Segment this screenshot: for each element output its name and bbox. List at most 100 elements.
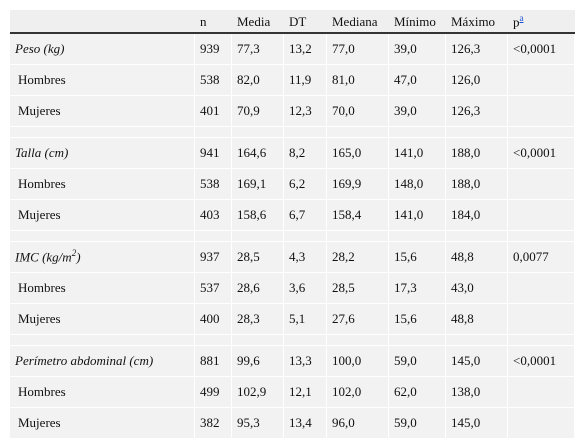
table-row: Talla (cm) 941 164,6 8,2 165,0 141,0 188,0 <0,0… bbox=[10, 138, 575, 169]
cell-media: 28,5 bbox=[232, 242, 284, 273]
cell-maximo: 138,0 bbox=[446, 377, 508, 408]
spacer-cell bbox=[284, 231, 327, 242]
cell-minimo: 148,0 bbox=[389, 169, 446, 200]
cell-mediana: 169,9 bbox=[327, 169, 389, 200]
cell-dt: 11,9 bbox=[284, 65, 327, 96]
cell-dt: 13,3 bbox=[284, 346, 327, 377]
cell-media: 95,3 bbox=[232, 408, 284, 439]
cell-n: 941 bbox=[195, 138, 232, 169]
subgroup-label: Hombres bbox=[10, 273, 195, 304]
cell-mediana: 165,0 bbox=[327, 138, 389, 169]
cell-minimo: 39,0 bbox=[389, 34, 446, 65]
cell-minimo: 15,6 bbox=[389, 242, 446, 273]
spacer-cell bbox=[10, 335, 195, 346]
cell-mediana: 70,0 bbox=[327, 96, 389, 127]
spacer-cell bbox=[10, 231, 195, 242]
spacer-cell bbox=[446, 231, 508, 242]
cell-n: 939 bbox=[195, 34, 232, 65]
cell-p bbox=[508, 169, 575, 200]
cell-media: 164,6 bbox=[232, 138, 284, 169]
spacer-cell bbox=[508, 231, 575, 242]
cell-dt: 12,3 bbox=[284, 96, 327, 127]
cell-n: 401 bbox=[195, 96, 232, 127]
spacer-cell bbox=[389, 335, 446, 346]
cell-minimo: 39,0 bbox=[389, 96, 446, 127]
cell-maximo: 48,8 bbox=[446, 304, 508, 335]
cell-minimo: 62,0 bbox=[389, 377, 446, 408]
cell-minimo: 141,0 bbox=[389, 200, 446, 231]
spacer-cell bbox=[446, 127, 508, 138]
spacer-row bbox=[10, 127, 575, 138]
spacer-cell bbox=[327, 335, 389, 346]
cell-media: 28,6 bbox=[232, 273, 284, 304]
spacer-cell bbox=[389, 231, 446, 242]
header-variable bbox=[10, 10, 195, 34]
spacer-cell bbox=[232, 127, 284, 138]
table-row: IMC (kg/m2) 937 28,5 4,3 28,2 15,6 48,8 0,0077 bbox=[10, 242, 575, 273]
subgroup-label: Hombres bbox=[10, 65, 195, 96]
cell-media: 70,9 bbox=[232, 96, 284, 127]
spacer-cell bbox=[284, 335, 327, 346]
cell-mediana: 96,0 bbox=[327, 408, 389, 439]
spacer-cell bbox=[508, 335, 575, 346]
cell-n: 382 bbox=[195, 408, 232, 439]
table-row: Mujeres 403 158,6 6,7 158,4 141,0 184,0 bbox=[10, 200, 575, 231]
header-minimo: Mínimo bbox=[389, 10, 446, 34]
cell-dt: 6,7 bbox=[284, 200, 327, 231]
cell-p bbox=[508, 408, 575, 439]
cell-n: 881 bbox=[195, 346, 232, 377]
spacer-cell bbox=[232, 335, 284, 346]
cell-mediana: 81,0 bbox=[327, 65, 389, 96]
variable-name: IMC (kg/m2) bbox=[10, 242, 195, 273]
cell-maximo: 126,3 bbox=[446, 34, 508, 65]
cell-minimo: 47,0 bbox=[389, 65, 446, 96]
cell-minimo: 59,0 bbox=[389, 408, 446, 439]
cell-media: 158,6 bbox=[232, 200, 284, 231]
cell-p: <0,0001 bbox=[508, 138, 575, 169]
cell-p bbox=[508, 273, 575, 304]
cell-n: 400 bbox=[195, 304, 232, 335]
footnote-link[interactable]: a bbox=[519, 12, 524, 23]
cell-dt: 8,2 bbox=[284, 138, 327, 169]
cell-media: 99,6 bbox=[232, 346, 284, 377]
cell-n: 937 bbox=[195, 242, 232, 273]
cell-p bbox=[508, 200, 575, 231]
header-p-label: p bbox=[513, 14, 520, 29]
variable-name-text: IMC (kg/m bbox=[15, 249, 72, 265]
spacer-cell bbox=[284, 127, 327, 138]
cell-mediana: 28,2 bbox=[327, 242, 389, 273]
spacer-cell bbox=[10, 127, 195, 138]
spacer-cell bbox=[232, 231, 284, 242]
cell-dt: 3,6 bbox=[284, 273, 327, 304]
cell-media: 28,3 bbox=[232, 304, 284, 335]
cell-mediana: 28,5 bbox=[327, 273, 389, 304]
cell-dt: 4,3 bbox=[284, 242, 327, 273]
cell-n: 403 bbox=[195, 200, 232, 231]
cell-maximo: 188,0 bbox=[446, 169, 508, 200]
spacer-row bbox=[10, 231, 575, 242]
cell-media: 102,9 bbox=[232, 377, 284, 408]
cell-maximo: 188,0 bbox=[446, 138, 508, 169]
subgroup-label: Mujeres bbox=[10, 408, 195, 439]
cell-minimo: 59,0 bbox=[389, 346, 446, 377]
spacer-cell bbox=[327, 231, 389, 242]
table-row: Hombres 538 169,1 6,2 169,9 148,0 188,0 bbox=[10, 169, 575, 200]
header-maximo: Máximo bbox=[446, 10, 508, 34]
cell-mediana: 158,4 bbox=[327, 200, 389, 231]
variable-name-text: Peso (kg) bbox=[15, 41, 65, 56]
cell-media: 169,1 bbox=[232, 169, 284, 200]
table-row: Mujeres 400 28,3 5,1 27,6 15,6 48,8 bbox=[10, 304, 575, 335]
table-row: Hombres 538 82,0 11,9 81,0 47,0 126,0 bbox=[10, 65, 575, 96]
header-row: n Media DT Mediana Mínimo Máximo pa bbox=[10, 10, 575, 34]
cell-p: <0,0001 bbox=[508, 346, 575, 377]
cell-minimo: 17,3 bbox=[389, 273, 446, 304]
table-row: Perímetro abdominal (cm) 881 99,6 13,3 100,0… bbox=[10, 346, 575, 377]
subgroup-label: Hombres bbox=[10, 377, 195, 408]
table-row: Hombres 537 28,6 3,6 28,5 17,3 43,0 bbox=[10, 273, 575, 304]
cell-dt: 13,2 bbox=[284, 34, 327, 65]
spacer-cell bbox=[195, 231, 232, 242]
cell-maximo: 126,0 bbox=[446, 65, 508, 96]
cell-n: 499 bbox=[195, 377, 232, 408]
header-mediana: Mediana bbox=[327, 10, 389, 34]
cell-minimo: 15,6 bbox=[389, 304, 446, 335]
